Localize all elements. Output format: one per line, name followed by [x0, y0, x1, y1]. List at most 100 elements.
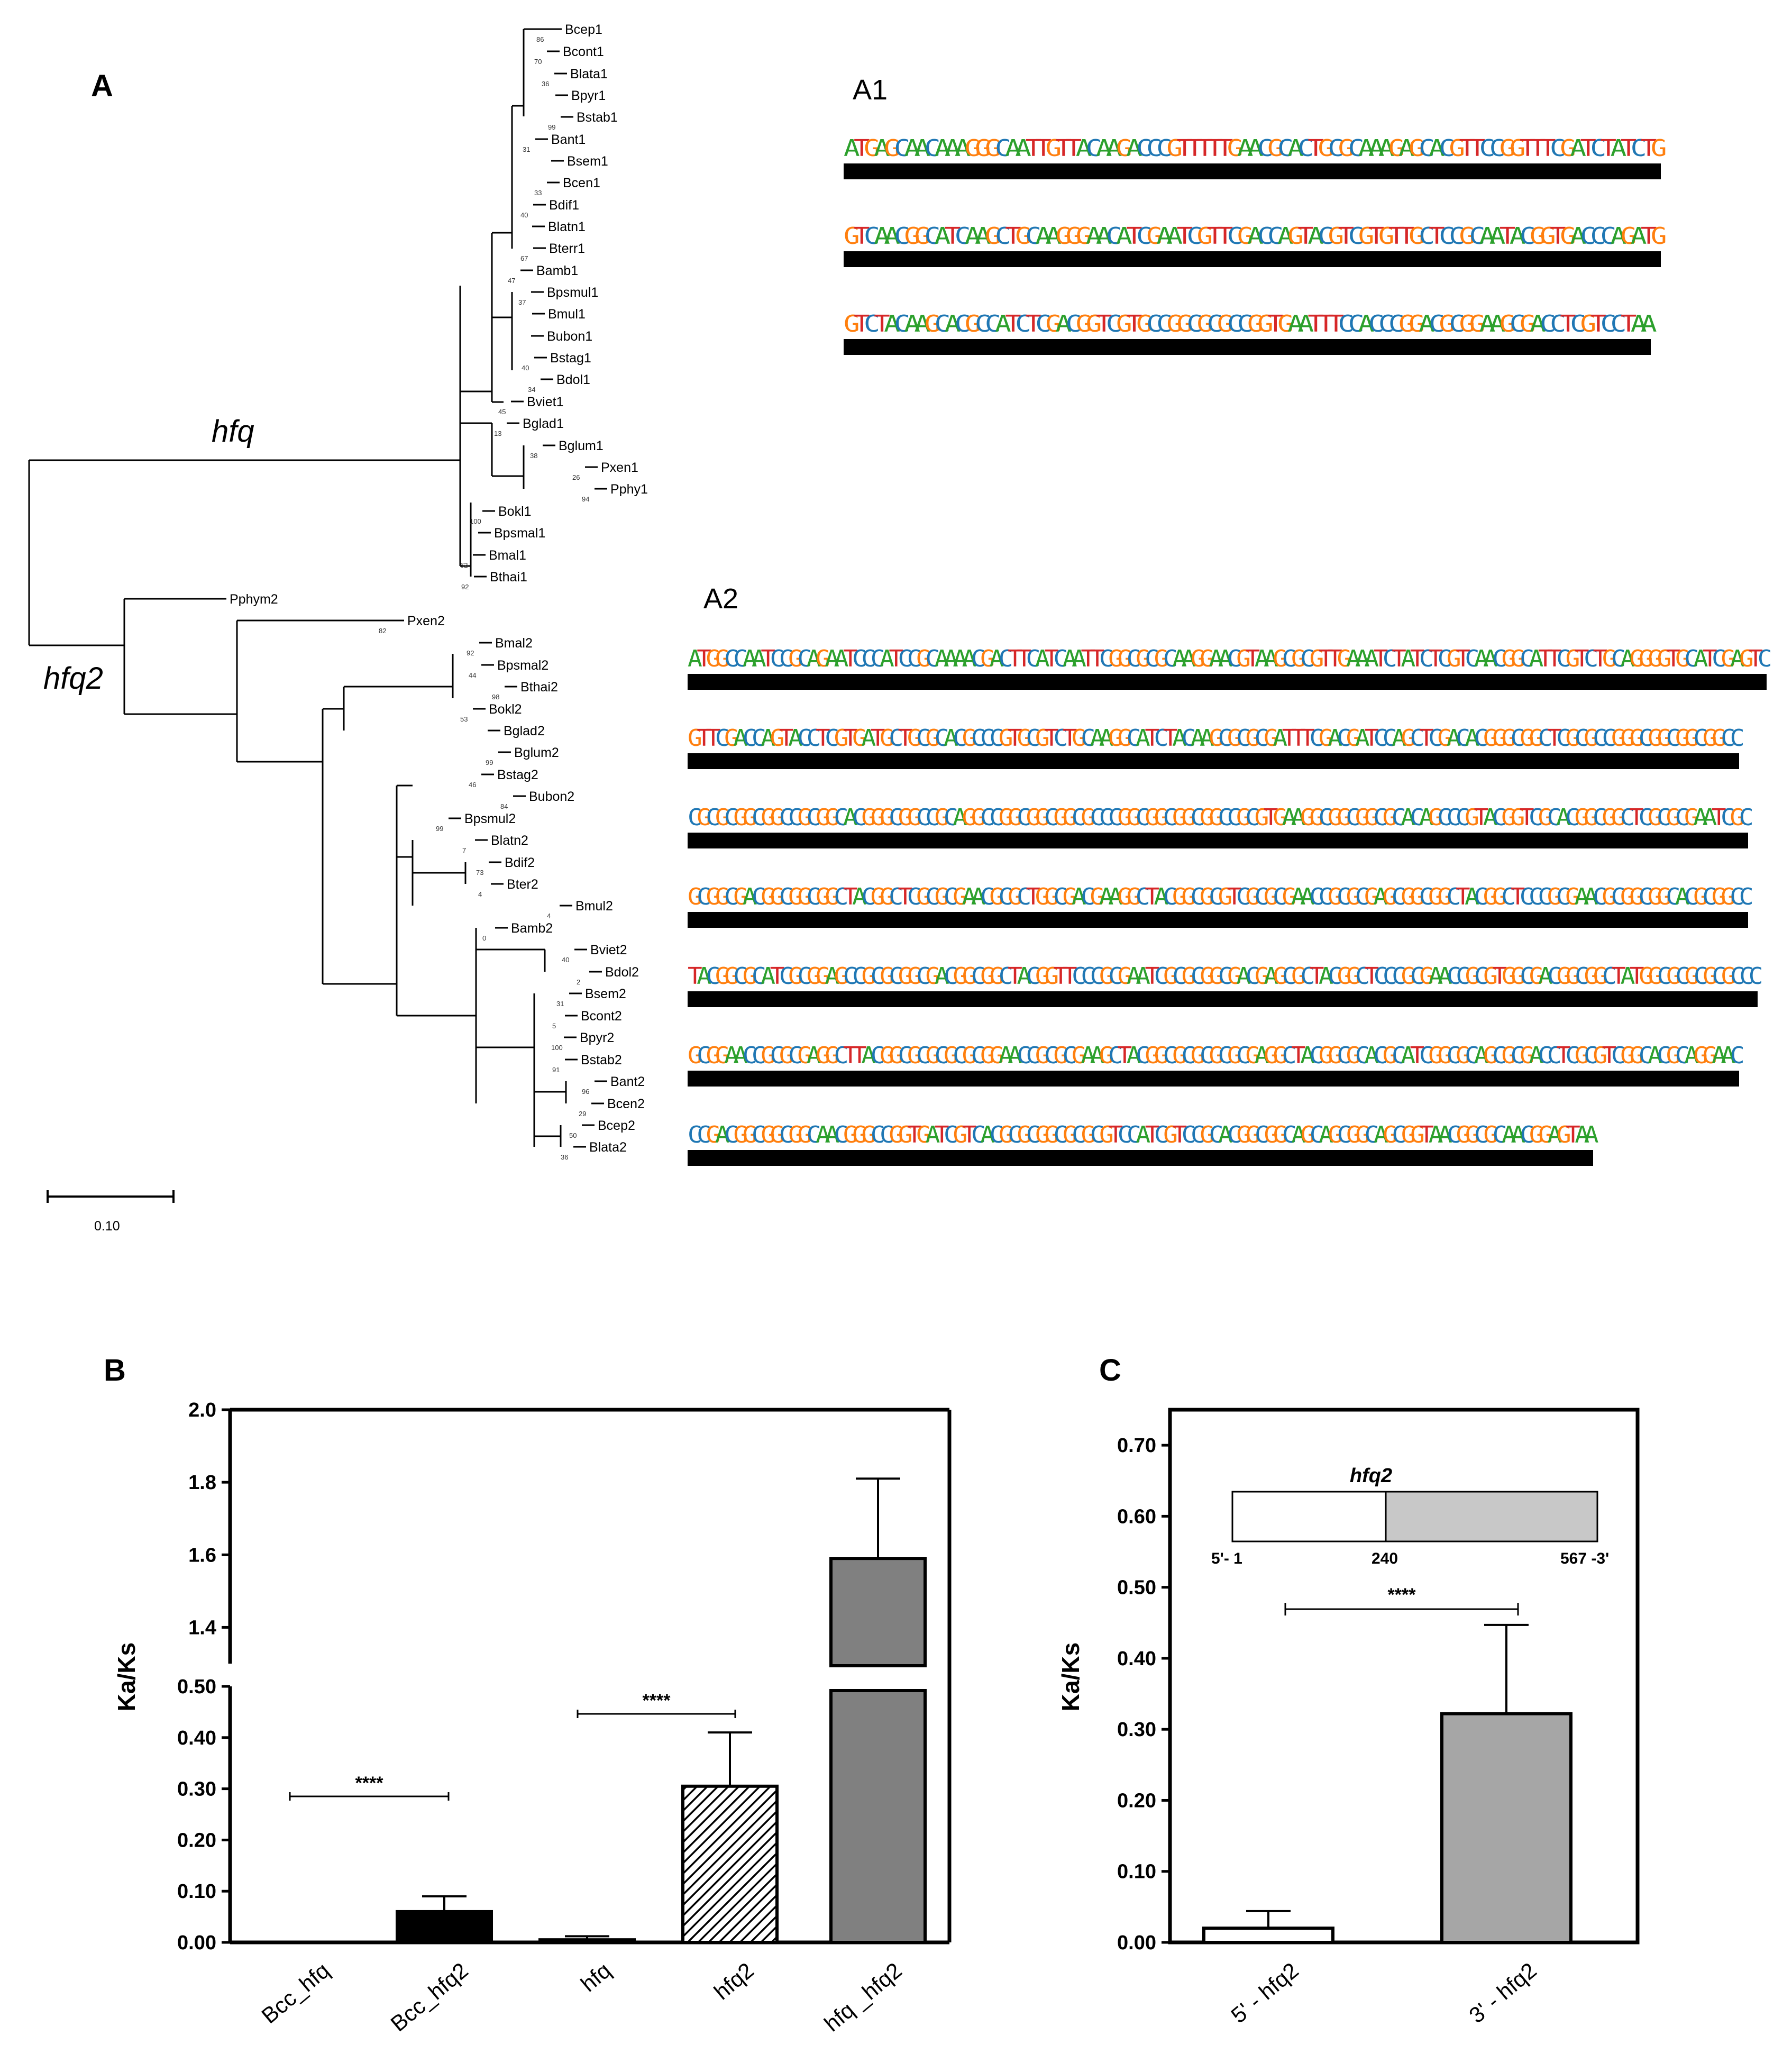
tree-leaf-label: Bpsmul2 [464, 811, 516, 826]
conservation-bar [688, 1150, 1593, 1166]
tree-leaf-label: Bcont2 [581, 1009, 622, 1024]
conservation-bar [688, 674, 1767, 690]
y-tick-label: 0.40 [1117, 1648, 1156, 1670]
bootstrap-value: 26 [572, 473, 580, 481]
tree-leaf-label: Bcont1 [563, 44, 604, 59]
y-tick-label: 0.60 [1117, 1505, 1156, 1528]
y-tick-label: 0.10 [177, 1881, 216, 1903]
logo-row: GCGGCGACGGCGGCGGCTACGGCTCGCGCGAACGCGCTGG… [688, 883, 1758, 928]
bootstrap-value: 34 [528, 386, 535, 394]
bootstrap-value: 100 [551, 1044, 563, 1052]
tree-leaf-label: Bpsmal1 [494, 526, 545, 541]
conservation-bar [688, 1071, 1739, 1087]
tree-leaf-label: Bokl1 [498, 504, 532, 519]
bootstrap-value: 73 [476, 869, 483, 877]
a1-label: A1 [853, 74, 888, 106]
bootstrap-value: 13 [494, 430, 501, 437]
logo-sequence-text: TACGGCGCATCGCGGAGCCGCGCGGCGACGGCGGCTACGG… [688, 963, 1762, 990]
logo-sequence-text: GTCTACAAGCACGCCATCTCGACGGTCGTGCCGGCGCGCC… [844, 311, 1657, 337]
logo-row: CGCGCGGCGGCCGCGGCACGGGCGGCCGCAGGCCGGCGGC… [688, 804, 1758, 848]
logo-row: CCGACGGCGGCGGCAACGGGCCGGTGATCGTCACGCGCGG… [688, 1121, 1604, 1166]
logo-sequence-text: CGCGCGGCGGCCGCGGCACGGGCGGCCGCAGGCCGGCGGC… [688, 804, 1752, 831]
y-tick-label: 0.10 [1117, 1861, 1156, 1883]
significance-label: **** [355, 1773, 384, 1793]
plot-frame [1168, 1408, 1640, 1945]
bar-hfq-hfq2 [829, 1477, 927, 1944]
logo-row: GTCAACGGCATCAAGCTGCAAGGGAACATCGAATCGTTCG… [844, 223, 1671, 267]
logo-row: TACGGCGCATCGCGGAGCCGCGCGGCGACGGCGGCTACGG… [688, 963, 1767, 1007]
tree-leaf-label: Blata2 [589, 1140, 627, 1155]
bar [1440, 1712, 1572, 1945]
tree-leaf-label: Bcep2 [598, 1118, 635, 1133]
tree-leaf-label: Bokl2 [489, 702, 522, 717]
logo-row: GCGGAACCGCGCGAGGCTTACGGCGCGCGCGCGGAACCGC… [688, 1042, 1749, 1087]
gene-segment-3prime [1385, 1491, 1598, 1542]
logo-row: GTTCGACCAGTACCTCGTGATGCTGCGCACGCCCGTGCGT… [688, 725, 1749, 769]
bootstrap-value: 99 [436, 825, 443, 833]
bootstrap-value: 36 [542, 80, 549, 88]
tree-leaf-label: Bcep1 [565, 22, 602, 37]
panel-c-category-labels: 5' - hfq2 3' - hfq2 [1226, 1958, 1541, 2028]
gene-diagram: hfq2 5'- 1 240 567 -3' [1211, 1465, 1609, 1567]
bootstrap-value: 2 [577, 978, 580, 986]
bootstrap-value: 44 [469, 671, 476, 679]
logo-sequence-text: ATGAGCAACAAAGGGCAATTGTTACAAGACCCGTTTTTGA… [844, 135, 1666, 162]
bar-hfq [538, 1935, 636, 1944]
conservation-bar [688, 991, 1758, 1007]
panel-c-bars [1202, 1623, 1572, 1945]
panel-c-label: C [1099, 1353, 1121, 1387]
bootstrap-value: 37 [518, 298, 526, 306]
scale-bar-label: 0.10 [94, 1219, 120, 1234]
bar-3prime-hfq2 [1440, 1623, 1572, 1945]
tree-leaf-label: Bdif1 [549, 198, 579, 213]
conservation-bar [688, 833, 1748, 848]
tree-leaf-label: Bterr1 [549, 241, 585, 256]
bootstrap-value: 4 [478, 890, 482, 898]
tree-leaf-label: Pxen2 [407, 614, 445, 628]
panel-b-tick-labels: 0.00 0.10 0.20 0.30 0.40 0.50 1.4 1.6 1.8 2.0 [177, 1399, 230, 1954]
panel-b-significance-1: **** [289, 1773, 450, 1801]
x-category-label: Bcc_hfq2 [386, 1958, 472, 2037]
x-category-label: Bcc_hfq [257, 1958, 334, 2029]
bootstrap-value: 0 [482, 934, 486, 942]
y-tick-label: 0.70 [1117, 1435, 1156, 1457]
bootstrap-value: 40 [522, 364, 529, 372]
bar-hfq2 [681, 1731, 779, 1944]
tree-leaf-label: Blatn2 [491, 833, 528, 848]
tree-leaf-label: Bpyr2 [580, 1030, 614, 1045]
gene-pos-start: 5'- 1 [1211, 1550, 1242, 1567]
tree-leaf-label: Bsem1 [567, 154, 608, 169]
clade-label-hfq2: hfq2 [43, 661, 103, 696]
significance-label: **** [643, 1691, 671, 1711]
conservation-bar [844, 251, 1661, 267]
bootstrap-value: 62 [460, 561, 468, 569]
panel-b-significance-2: **** [577, 1691, 736, 1718]
tree-leaf-label: Bthai1 [490, 570, 527, 585]
x-category-label: hfq2 [709, 1958, 758, 2005]
y-tick-label: 1.6 [188, 1544, 216, 1566]
tree-leaf-label: Bpsmal2 [497, 658, 548, 673]
panel-b-label: B [104, 1353, 126, 1387]
bootstrap-value: 92 [461, 583, 469, 591]
bar [1202, 1927, 1334, 1945]
y-tick-label: 2.0 [188, 1399, 216, 1421]
gene-pos-end: 567 -3' [1560, 1550, 1609, 1567]
conservation-bar [688, 753, 1739, 769]
bootstrap-value: 82 [379, 627, 386, 635]
bootstrap-value: 40 [520, 211, 528, 219]
tree-leaf-label: Bamb1 [536, 263, 578, 278]
tree-leaf-label: Blata1 [570, 67, 608, 81]
x-category-label: 3' - hfq2 [1464, 1958, 1541, 2028]
y-tick-label: 1.4 [188, 1617, 216, 1639]
tree-leaf-label: Bstab2 [581, 1053, 622, 1067]
a2-label: A2 [703, 583, 738, 615]
bootstrap-value: 70 [534, 58, 542, 66]
tree-leaf-label: Bstag2 [497, 768, 538, 782]
tree-leaf-label: Bpyr1 [571, 88, 606, 103]
conservation-bar [688, 912, 1748, 928]
y-tick-label: 0.00 [1117, 1932, 1156, 1954]
a1-sequence-logo: ATGAGCAACAAAGGGCAATTGTTACAAGACCCGTTTTTGA… [844, 135, 1671, 355]
bootstrap-value: 29 [579, 1110, 586, 1118]
tree-leaf-label: Bmul2 [575, 899, 613, 914]
